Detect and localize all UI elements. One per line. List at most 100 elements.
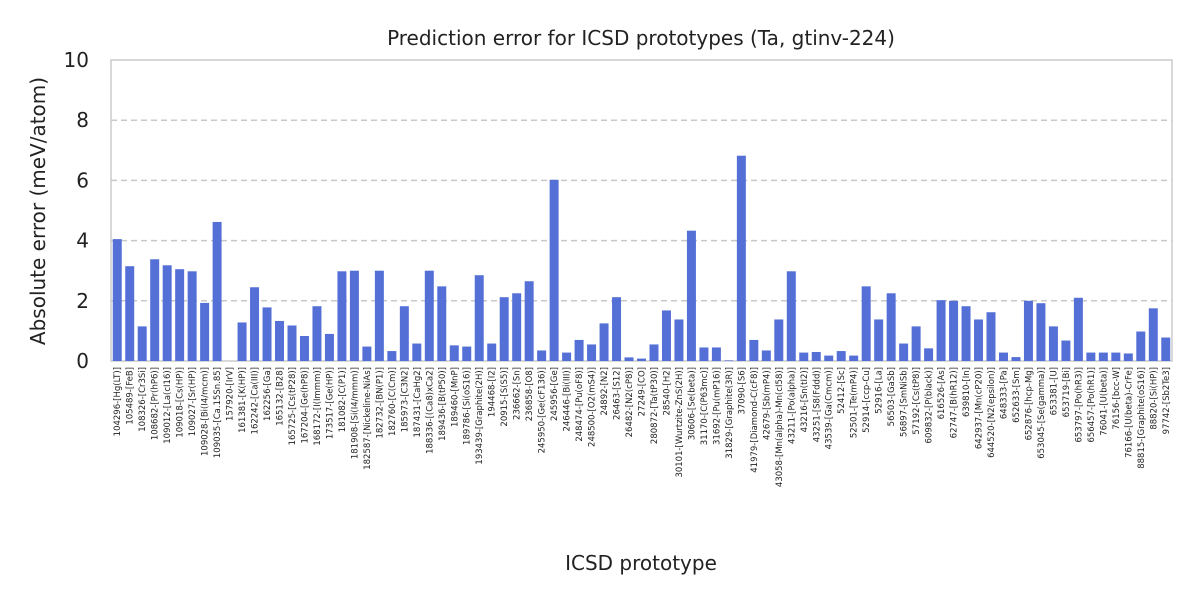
x-tick-label: 236858-[O8] xyxy=(525,367,535,421)
y-tick-label: 2 xyxy=(76,289,89,313)
y-tick-labels: 0 2 4 6 8 10 xyxy=(64,48,89,373)
x-tick-label: 109027-[Sr(HP)] xyxy=(188,367,198,436)
x-tick-label: 652633-[Sm] xyxy=(1012,367,1022,423)
bar xyxy=(1023,300,1033,361)
y-gridlines xyxy=(111,119,1172,302)
bar xyxy=(612,297,622,361)
bar xyxy=(724,360,734,361)
x-tick-label: 109012-[La(cI16)] xyxy=(163,367,173,444)
x-tick-label: 248474-[Pu(oF8)] xyxy=(575,367,585,442)
x-tick-label: 653381-[U] xyxy=(1049,367,1059,415)
bars xyxy=(112,155,1171,361)
x-tick-label: 27249-[CO] xyxy=(638,367,648,416)
bar xyxy=(237,322,247,361)
bar xyxy=(112,239,122,361)
x-tick-label: 52916-[La] xyxy=(875,367,885,414)
x-tick-label: 248500-[O2(mS4)] xyxy=(588,367,598,447)
x-tick-label: 656457-[Po(hR1)] xyxy=(1087,367,1097,443)
bar xyxy=(200,302,210,361)
bar xyxy=(362,346,372,361)
x-tick-label: 609832-[P(black)] xyxy=(925,367,935,443)
x-tick-label: 108682-[Pr(hP6)] xyxy=(151,367,161,440)
bar xyxy=(387,351,397,361)
bar xyxy=(861,286,871,361)
bar xyxy=(674,319,684,361)
x-tick-label: 167204-[Ge(hP8)] xyxy=(300,367,310,444)
x-tick-label: 24892-[N2] xyxy=(600,367,610,416)
x-tick-label: 652876-[hcp-Mg] xyxy=(1024,367,1034,440)
x-tick-label: 182732-[BN(P1)] xyxy=(375,367,385,439)
bar xyxy=(661,310,671,361)
bar xyxy=(487,343,497,361)
bar xyxy=(449,345,459,361)
x-tick-label: 30606-[Se(beta)] xyxy=(687,367,697,440)
bar xyxy=(1123,353,1133,361)
x-tick-label: 88820-[Si(HP)] xyxy=(1149,367,1159,430)
bar xyxy=(312,306,322,361)
x-tick-label: 162242-[Ca(III)] xyxy=(251,367,261,434)
bar xyxy=(1036,303,1046,361)
x-tick-label: 168172-[I(Immm)] xyxy=(313,367,323,446)
x-tick-label: 41979-[Diamond-C(cF8)] xyxy=(750,367,760,473)
x-tick-label: 108326-[Cr3Si] xyxy=(138,367,148,432)
bar xyxy=(587,344,597,361)
bar xyxy=(911,326,921,361)
x-tick-label: 26463-[S12] xyxy=(613,367,623,420)
bar xyxy=(474,275,484,361)
bar xyxy=(824,355,834,361)
x-tick-label: 109028-[Bi(I4/mcm)] xyxy=(201,367,211,456)
bar xyxy=(499,297,509,361)
bar xyxy=(961,306,971,361)
x-tick-label: 189786-[Si(oS16)] xyxy=(463,367,473,445)
bar xyxy=(574,339,584,361)
x-tick-label: 20915-[S(S5)] xyxy=(500,367,510,427)
x-tick-label: 109018-[Cs(HP)] xyxy=(176,367,186,438)
bar xyxy=(212,221,222,361)
x-tick-label: 161381-[K(HP)] xyxy=(238,367,248,433)
bar xyxy=(324,333,334,361)
x-tick-label: 57192-[Cs(tP8)] xyxy=(912,367,922,435)
bar xyxy=(537,350,547,361)
bar xyxy=(1098,352,1108,361)
x-tick-label: 616526-[As] xyxy=(937,367,947,419)
bar xyxy=(187,271,197,361)
x-tick-label: 37090-[S6] xyxy=(737,367,747,415)
bar xyxy=(599,323,609,361)
bar xyxy=(1136,331,1146,361)
bar xyxy=(986,312,996,361)
x-tick-label: 30101-[Wurtzite-ZnS(2H)] xyxy=(675,367,685,478)
bar xyxy=(1148,308,1158,361)
bar xyxy=(287,325,297,361)
bar xyxy=(711,347,721,361)
bar xyxy=(886,293,896,361)
x-tick-label: 185973-[C3N2] xyxy=(400,367,410,432)
bar xyxy=(761,350,771,361)
x-tick-label: 28540-[H2] xyxy=(662,367,672,416)
bar xyxy=(686,230,696,361)
bar xyxy=(849,355,859,361)
x-tick-label: 43216-[Sn(tI2)] xyxy=(800,367,810,432)
bar xyxy=(998,352,1008,361)
bar xyxy=(337,271,347,361)
x-tick-label: 653719-[Bi] xyxy=(1062,367,1072,417)
x-tick-label: 188336-[(Ca8)xCa2] xyxy=(425,367,435,454)
x-tick-label: 236662-[Sn] xyxy=(513,367,523,420)
bar xyxy=(974,319,984,361)
x-tick-label: 52914-[ccp-Cu] xyxy=(862,367,872,433)
bar xyxy=(899,343,909,361)
bar xyxy=(949,300,959,361)
x-tick-label: 56503-[GaSb] xyxy=(887,367,897,426)
bar xyxy=(1073,297,1083,361)
x-tick-label: 246446-[Bi(III)] xyxy=(563,367,573,432)
x-tick-label: 43058-[Mn(alpha)-Mn(cI58)] xyxy=(775,367,785,487)
y-tick-label: 8 xyxy=(76,108,89,132)
bar xyxy=(874,319,884,361)
x-tick-label: 245950-[Ge(cF136)] xyxy=(538,367,548,453)
bar xyxy=(1111,352,1121,361)
x-axis-label: ICSD prototype xyxy=(565,551,717,575)
x-tick-label: 162256-[Ga] xyxy=(263,367,273,421)
x-tick-label: 642937-[Mn(cP20)] xyxy=(975,367,985,449)
x-tick-label: 88815-[Graphite(oS16)] xyxy=(1137,367,1147,469)
bar xyxy=(250,287,260,361)
bar xyxy=(624,357,634,361)
